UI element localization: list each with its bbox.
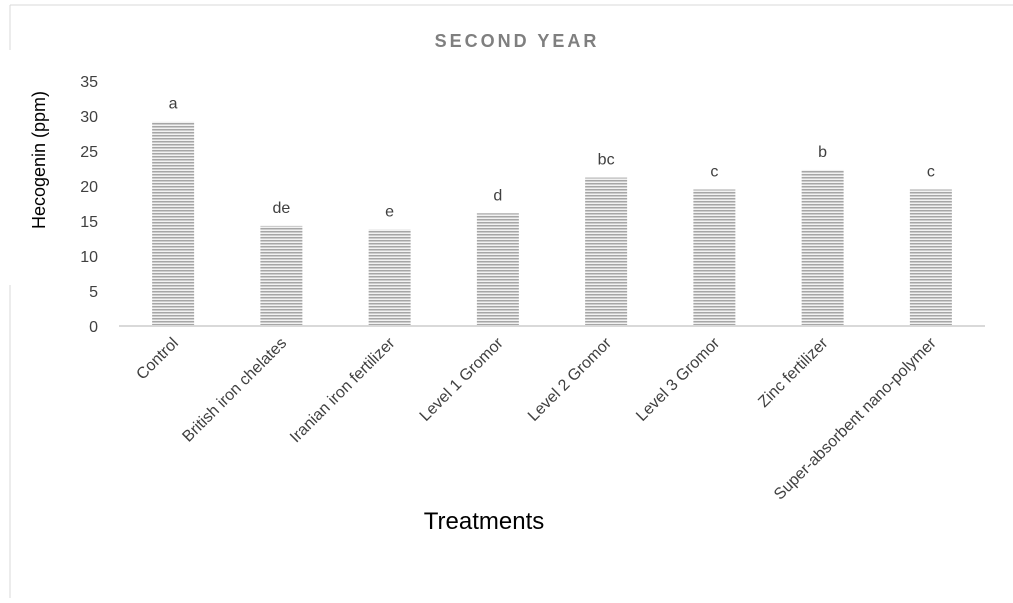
y-tick-label: 10 <box>80 249 98 266</box>
y-tick-label: 35 <box>80 74 98 91</box>
bar-data-label: b <box>818 144 827 161</box>
chart-title: SECOND YEAR <box>435 31 600 51</box>
bar <box>260 225 303 326</box>
x-category-label: British iron chelates <box>179 335 290 446</box>
x-category-label: Level 1 Gromor <box>417 334 507 424</box>
x-category-label: Level 3 Gromor <box>633 334 723 424</box>
bar-data-label: a <box>169 96 178 113</box>
bar <box>368 229 411 326</box>
y-tick-label: 0 <box>89 319 98 336</box>
bar-data-label: bc <box>598 152 615 169</box>
bar-data-label: d <box>493 187 502 204</box>
bar <box>909 189 952 326</box>
bar-data-label: e <box>385 203 394 220</box>
x-category-label: Iranian iron fertilizer <box>287 334 399 446</box>
bar <box>152 121 195 326</box>
x-axis-label: Treatments <box>424 508 544 535</box>
bar <box>476 213 519 326</box>
x-category-label: Zinc fertilizer <box>755 334 832 411</box>
bar <box>693 189 736 326</box>
y-axis-ticks: 0 5 10 15 20 25 30 35 <box>80 74 98 336</box>
bar-data-label: c <box>927 164 935 181</box>
bars <box>152 121 952 326</box>
y-tick-label: 25 <box>80 144 98 161</box>
bar-data-label: de <box>272 200 290 217</box>
y-tick-label: 15 <box>80 214 98 231</box>
y-tick-label: 20 <box>80 179 98 196</box>
y-tick-label: 30 <box>80 109 98 126</box>
x-category-label: Control <box>133 335 181 383</box>
y-axis-label: Hecogenin (ppm) <box>29 91 49 229</box>
bar <box>801 169 844 326</box>
bar <box>585 177 628 326</box>
bar-data-label: c <box>710 164 718 181</box>
y-tick-label: 5 <box>89 284 98 301</box>
x-category-label: Level 2 Gromor <box>525 334 615 424</box>
